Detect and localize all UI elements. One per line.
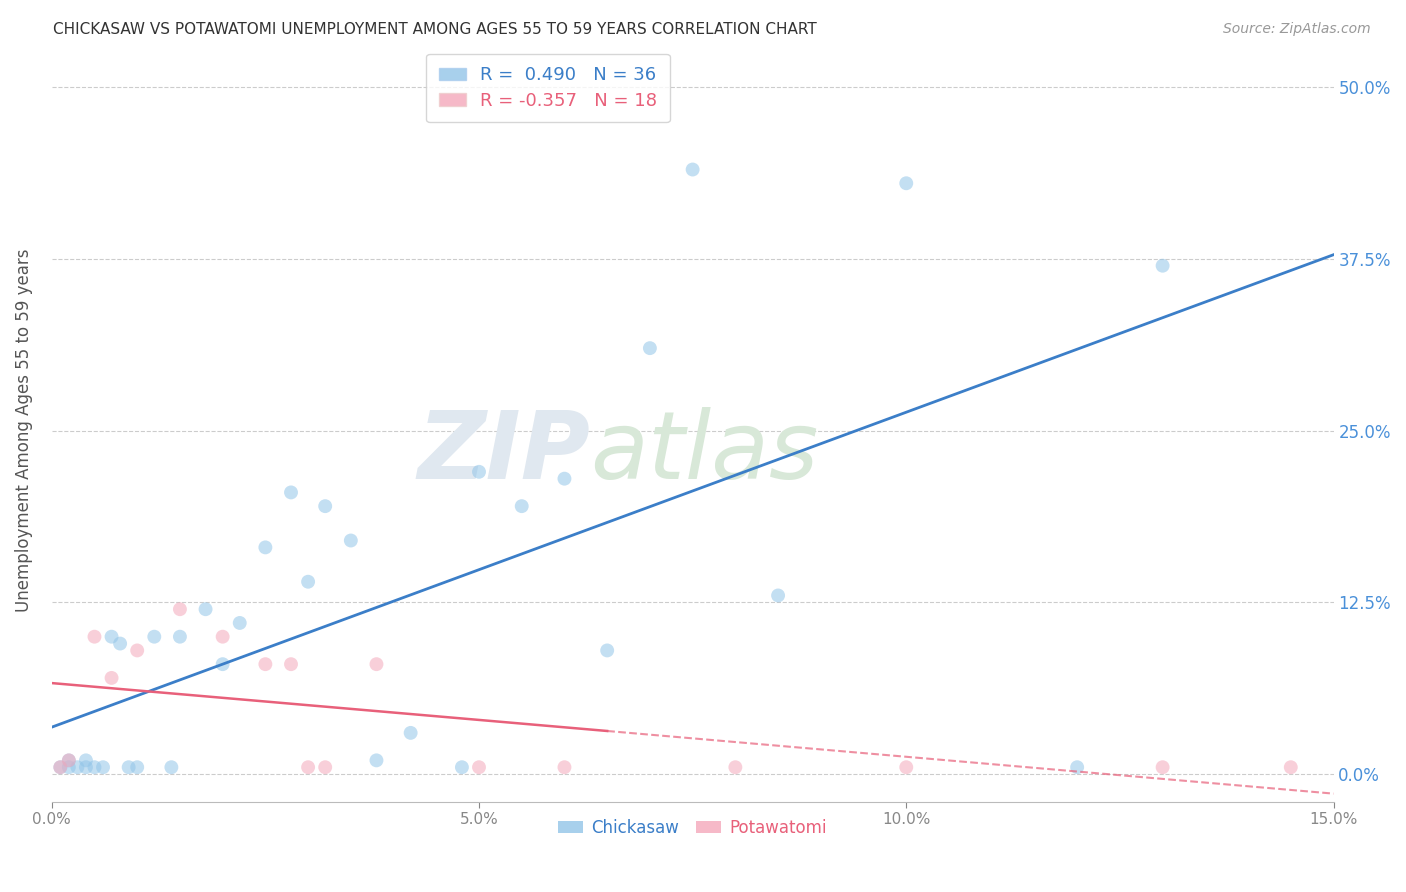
Point (211, 630, 233, 644)
Point (229, 615, 252, 630)
Point (682, 162, 704, 177)
Point (100, 630, 122, 644)
Text: ZIP: ZIP (418, 407, 591, 499)
Point (366, 657, 388, 672)
Point (58, 760, 80, 774)
Point (314, 760, 336, 774)
Point (340, 533, 363, 548)
Y-axis label: Unemployment Among Ages 55 to 59 years: Unemployment Among Ages 55 to 59 years (15, 249, 32, 612)
Point (724, 760, 747, 774)
Point (143, 630, 166, 644)
Point (596, 643, 619, 657)
Point (75, 760, 97, 774)
Point (66, 760, 89, 774)
Point (127, 643, 149, 657)
Point (100, 671, 122, 685)
Point (896, 760, 918, 774)
Point (1066, 760, 1088, 774)
Point (766, 589, 789, 603)
Point (1152, 760, 1174, 774)
Text: Source: ZipAtlas.com: Source: ZipAtlas.com (1223, 22, 1371, 37)
Point (83, 630, 105, 644)
Point (127, 760, 149, 774)
Text: atlas: atlas (591, 408, 818, 499)
Point (254, 541, 277, 555)
Point (314, 499, 336, 513)
Point (169, 602, 191, 616)
Point (297, 760, 319, 774)
Point (75, 753, 97, 767)
Text: CHICKASAW VS POTAWATOMI UNEMPLOYMENT AMONG AGES 55 TO 59 YEARS CORRELATION CHART: CHICKASAW VS POTAWATOMI UNEMPLOYMENT AMO… (53, 22, 817, 37)
Point (468, 760, 491, 774)
Point (211, 657, 233, 672)
Point (297, 574, 319, 589)
Point (83, 760, 105, 774)
Point (91, 760, 114, 774)
Point (108, 636, 131, 650)
Point (280, 485, 302, 500)
Point (468, 465, 491, 479)
Point (553, 760, 575, 774)
Point (366, 753, 388, 767)
Point (118, 760, 141, 774)
Point (58, 753, 80, 767)
Point (510, 499, 533, 513)
Point (1152, 259, 1174, 273)
Point (638, 341, 661, 355)
Point (49, 760, 72, 774)
Point (169, 630, 191, 644)
Point (1279, 760, 1302, 774)
Point (553, 472, 575, 486)
Legend: Chickasaw, Potawatomi: Chickasaw, Potawatomi (550, 811, 835, 846)
Point (160, 760, 183, 774)
Point (280, 657, 302, 672)
Point (194, 602, 217, 616)
Point (896, 176, 918, 190)
Point (399, 726, 422, 740)
Point (49, 760, 72, 774)
Point (451, 760, 474, 774)
Point (58, 753, 80, 767)
Point (254, 657, 277, 672)
